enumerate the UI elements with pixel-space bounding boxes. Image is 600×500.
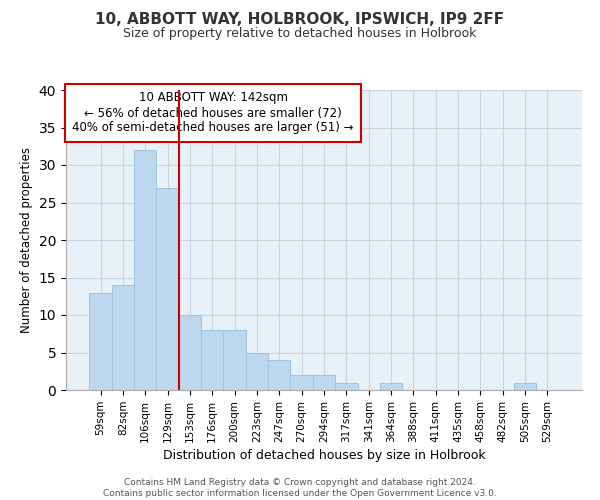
Bar — [246, 352, 268, 390]
Text: Size of property relative to detached houses in Holbrook: Size of property relative to detached ho… — [124, 28, 476, 40]
Text: 10, ABBOTT WAY, HOLBROOK, IPSWICH, IP9 2FF: 10, ABBOTT WAY, HOLBROOK, IPSWICH, IP9 2… — [95, 12, 505, 28]
Bar — [223, 330, 246, 390]
Bar — [89, 292, 112, 390]
Text: Contains HM Land Registry data © Crown copyright and database right 2024.
Contai: Contains HM Land Registry data © Crown c… — [103, 478, 497, 498]
Bar — [514, 382, 536, 390]
Bar — [313, 375, 335, 390]
Bar — [201, 330, 223, 390]
Bar — [157, 188, 179, 390]
Text: 10 ABBOTT WAY: 142sqm
← 56% of detached houses are smaller (72)
40% of semi-deta: 10 ABBOTT WAY: 142sqm ← 56% of detached … — [73, 92, 354, 134]
Bar — [335, 382, 358, 390]
Bar — [112, 285, 134, 390]
Bar — [290, 375, 313, 390]
Bar — [134, 150, 157, 390]
Bar — [380, 382, 402, 390]
Bar — [268, 360, 290, 390]
Y-axis label: Number of detached properties: Number of detached properties — [20, 147, 33, 333]
Bar — [179, 315, 201, 390]
X-axis label: Distribution of detached houses by size in Holbrook: Distribution of detached houses by size … — [163, 449, 485, 462]
